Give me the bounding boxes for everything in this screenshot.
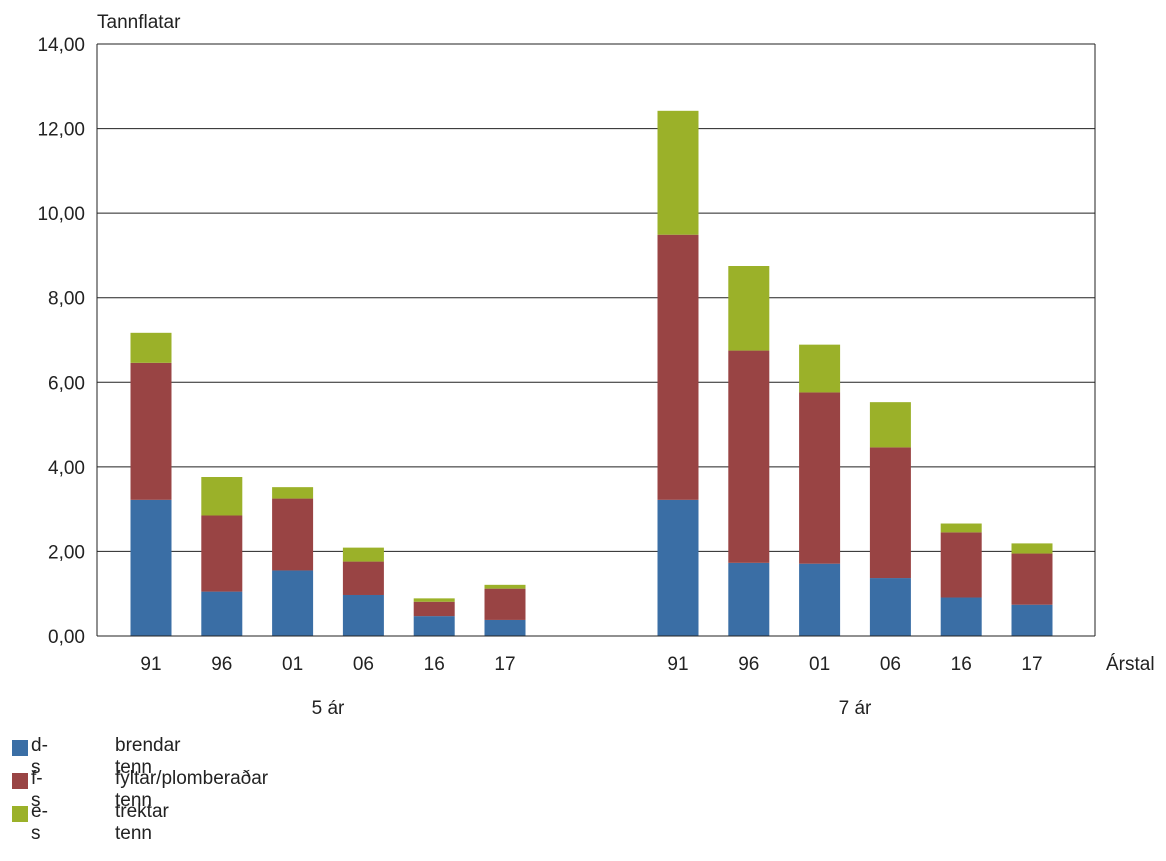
bar-f-s bbox=[869, 447, 911, 579]
x-tick-label: 16 bbox=[951, 654, 972, 675]
legend-code: f-s bbox=[31, 768, 43, 811]
y-tick-label: 12,00 bbox=[37, 120, 85, 141]
legend-swatch-f-s bbox=[12, 773, 28, 789]
group-labels: 5 ár 7 ár bbox=[312, 698, 872, 719]
bar-e-s bbox=[413, 598, 455, 602]
legend-code: d-s bbox=[31, 735, 48, 778]
bar-d-s bbox=[728, 562, 770, 636]
group-label: 7 ár bbox=[839, 698, 872, 719]
legend-swatch-d-s bbox=[12, 740, 28, 756]
legend-description: fyltar/plomberaðar tenn bbox=[115, 768, 269, 811]
x-tick-label: 01 bbox=[282, 654, 303, 675]
legend-code: e-s bbox=[31, 801, 48, 844]
x-tick-label: 17 bbox=[494, 654, 515, 675]
bar-f-s bbox=[728, 350, 770, 563]
bar-e-s bbox=[940, 523, 982, 533]
x-tick-label: 96 bbox=[738, 654, 759, 675]
bar-f-s bbox=[201, 515, 243, 592]
y-tick-label: 8,00 bbox=[48, 289, 85, 310]
bar-e-s bbox=[1011, 543, 1053, 554]
bar-d-s bbox=[413, 616, 455, 636]
bar-e-s bbox=[342, 547, 384, 562]
stacked-bar-chart: 0,00 2,00 4,00 6,00 8,00 10,00 12,00 14,00 91 96… bbox=[37, 12, 1155, 719]
bar-f-s bbox=[342, 561, 384, 595]
y-tick-label: 0,00 bbox=[48, 627, 85, 648]
bar-e-s bbox=[201, 477, 243, 516]
x-axis-title: Árstal bbox=[1106, 654, 1155, 675]
bar-d-s bbox=[940, 597, 982, 636]
y-tick-label: 6,00 bbox=[48, 373, 85, 394]
legend-description: trektar tenn bbox=[115, 801, 169, 844]
bar-f-s bbox=[1011, 553, 1053, 605]
y-tick-label: 2,00 bbox=[48, 542, 85, 563]
x-tick-labels: 91 96 01 06 16 17 91 96 01 06 16 17 bbox=[140, 654, 1042, 675]
x-tick-label: 16 bbox=[424, 654, 445, 675]
bar-d-s bbox=[272, 570, 314, 636]
legend-swatch-e-s bbox=[12, 806, 28, 822]
bar-f-s bbox=[130, 362, 172, 500]
bar-f-s bbox=[484, 588, 526, 620]
x-tick-label: 91 bbox=[667, 654, 688, 675]
x-tick-label: 06 bbox=[353, 654, 374, 675]
bar-e-s bbox=[272, 487, 314, 499]
bar-f-s bbox=[799, 392, 841, 564]
x-tick-label: 17 bbox=[1021, 654, 1042, 675]
bar-f-s bbox=[272, 498, 314, 571]
y-tick-label: 4,00 bbox=[48, 458, 85, 479]
y-tick-label: 10,00 bbox=[37, 204, 85, 225]
bar-e-s bbox=[657, 110, 699, 235]
bar-d-s bbox=[657, 499, 699, 636]
bar-e-s bbox=[130, 332, 172, 363]
y-tick-label: 14,00 bbox=[37, 35, 85, 56]
y-tick-labels: 0,00 2,00 4,00 6,00 8,00 10,00 12,00 14,00 bbox=[37, 35, 85, 648]
bar-d-s bbox=[484, 619, 526, 636]
bar-e-s bbox=[484, 584, 526, 589]
x-tick-label: 96 bbox=[211, 654, 232, 675]
x-tick-label: 91 bbox=[140, 654, 161, 675]
bar-f-s bbox=[940, 532, 982, 598]
y-axis-title: Tannflatar bbox=[97, 12, 181, 33]
bar-f-s bbox=[413, 601, 455, 617]
group-label: 5 ár bbox=[312, 698, 345, 719]
bar-d-s bbox=[342, 594, 384, 636]
x-tick-label: 06 bbox=[880, 654, 901, 675]
bar-e-s bbox=[728, 266, 770, 351]
gridlines bbox=[96, 43, 1096, 636]
bar-f-s bbox=[657, 234, 699, 500]
bar-d-s bbox=[130, 499, 172, 636]
bar-d-s bbox=[869, 578, 911, 636]
x-tick-label: 01 bbox=[809, 654, 830, 675]
bar-e-s bbox=[869, 402, 911, 448]
bar-d-s bbox=[201, 591, 243, 636]
bar-d-s bbox=[1011, 604, 1053, 636]
legend-description: brendar tenn bbox=[115, 735, 181, 778]
bar-d-s bbox=[799, 563, 841, 636]
bar-e-s bbox=[799, 344, 841, 393]
bars bbox=[97, 110, 1095, 637]
